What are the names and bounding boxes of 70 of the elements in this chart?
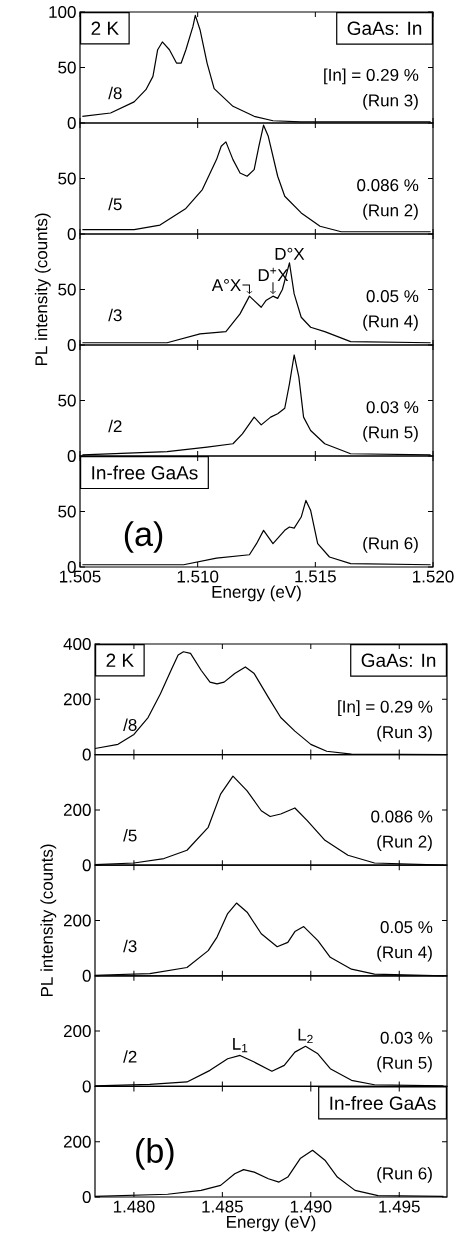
y-tick-label: 400	[63, 637, 91, 651]
y-axis-title: PL intensity (counts)	[34, 213, 51, 366]
annotation: 0.05 %	[366, 290, 419, 303]
annotation: (Run 5)	[363, 425, 418, 442]
y-tick-label: 0	[67, 116, 76, 130]
annotation: (Run 5)	[377, 1056, 432, 1073]
y-tick-label: 200	[63, 803, 91, 816]
annotation: /2	[108, 419, 122, 433]
annotation: (Run 4)	[377, 945, 432, 962]
annotation: /2	[123, 1050, 137, 1063]
annotation: A°X	[211, 279, 241, 291]
annotation: 2 K	[91, 21, 119, 35]
annotation: /3	[108, 308, 122, 322]
annotation: /3	[123, 939, 137, 953]
annotation: GaAs: In	[347, 21, 422, 36]
y-tick-label: 0	[67, 338, 76, 352]
y-tick-label: 0	[82, 1080, 91, 1093]
annotation: (Run 4)	[363, 314, 418, 331]
annotation: 2 K	[106, 653, 134, 667]
y-tick-label: 50	[58, 505, 76, 518]
x-tick-label: 1.510	[177, 570, 219, 583]
annotation: (Run 2)	[377, 835, 432, 851]
y-tick-label: 50	[58, 61, 76, 74]
x-tick-label: 1.495	[379, 1200, 420, 1213]
y-tick-label: 50	[58, 172, 76, 185]
annotation: 0.086 %	[371, 810, 433, 823]
y-axis-title: PL intensity (counts)	[40, 844, 57, 997]
y-tick-label: 0	[82, 969, 91, 982]
annotation: L$_{1}$	[233, 1037, 248, 1053]
y-tick-label: 0	[67, 449, 76, 463]
annotation: /8	[123, 718, 137, 731]
annotation: L$_{2}$	[298, 1028, 313, 1044]
x-tick-label: 1.480	[113, 1200, 155, 1213]
y-tick-label: 0	[82, 748, 91, 761]
annotation: (b)	[136, 1138, 174, 1170]
annotation: 0.086 %	[357, 179, 419, 192]
y-tick-label: 200	[63, 693, 91, 706]
x-tick-label: 1.515	[295, 570, 336, 583]
annotation: (Run 2)	[363, 203, 418, 220]
annotation: /8	[108, 86, 122, 100]
y-tick-label: 0	[82, 859, 91, 872]
y-tick-label: 200	[63, 1135, 91, 1148]
x-axis-title: Energy (eV)	[227, 1215, 316, 1232]
x-tick-label: 1.520	[413, 570, 454, 583]
annotation: 0.03 %	[380, 1031, 433, 1044]
annotation: 0.03 %	[366, 401, 419, 414]
annotation: [In] = 0.29 %	[324, 68, 419, 85]
annotation: (Run 3)	[377, 725, 432, 742]
annotation: /5	[108, 197, 122, 211]
annotation: D°X	[275, 247, 305, 260]
annotation: [In] = 0.29 %	[338, 700, 433, 717]
annotation: In-free GaAs	[92, 465, 198, 480]
y-tick-label: 0	[82, 1190, 91, 1204]
y-tick-label: 50	[58, 283, 76, 296]
y-tick-label: 200	[63, 914, 91, 927]
y-tick-label: 200	[63, 1025, 91, 1038]
annotation: (a)	[124, 521, 163, 553]
annotation: 0.05 %	[380, 921, 433, 934]
annotation: (Run 6)	[377, 1166, 432, 1183]
annotation: GaAs: In	[361, 653, 436, 668]
y-tick-label: 0	[67, 227, 76, 241]
annotation: (Run 6)	[363, 536, 418, 553]
x-tick-label: 1.485	[202, 1200, 243, 1213]
annotation: In-free GaAs	[330, 1096, 436, 1110]
x-tick-label: 1.490	[290, 1200, 332, 1213]
x-axis-title: Energy (eV)	[212, 585, 301, 602]
annotation: /5	[123, 829, 137, 842]
annotation: (Run 3)	[363, 93, 418, 110]
y-tick-label: 50	[58, 394, 76, 407]
y-tick-label: 100	[49, 5, 76, 18]
